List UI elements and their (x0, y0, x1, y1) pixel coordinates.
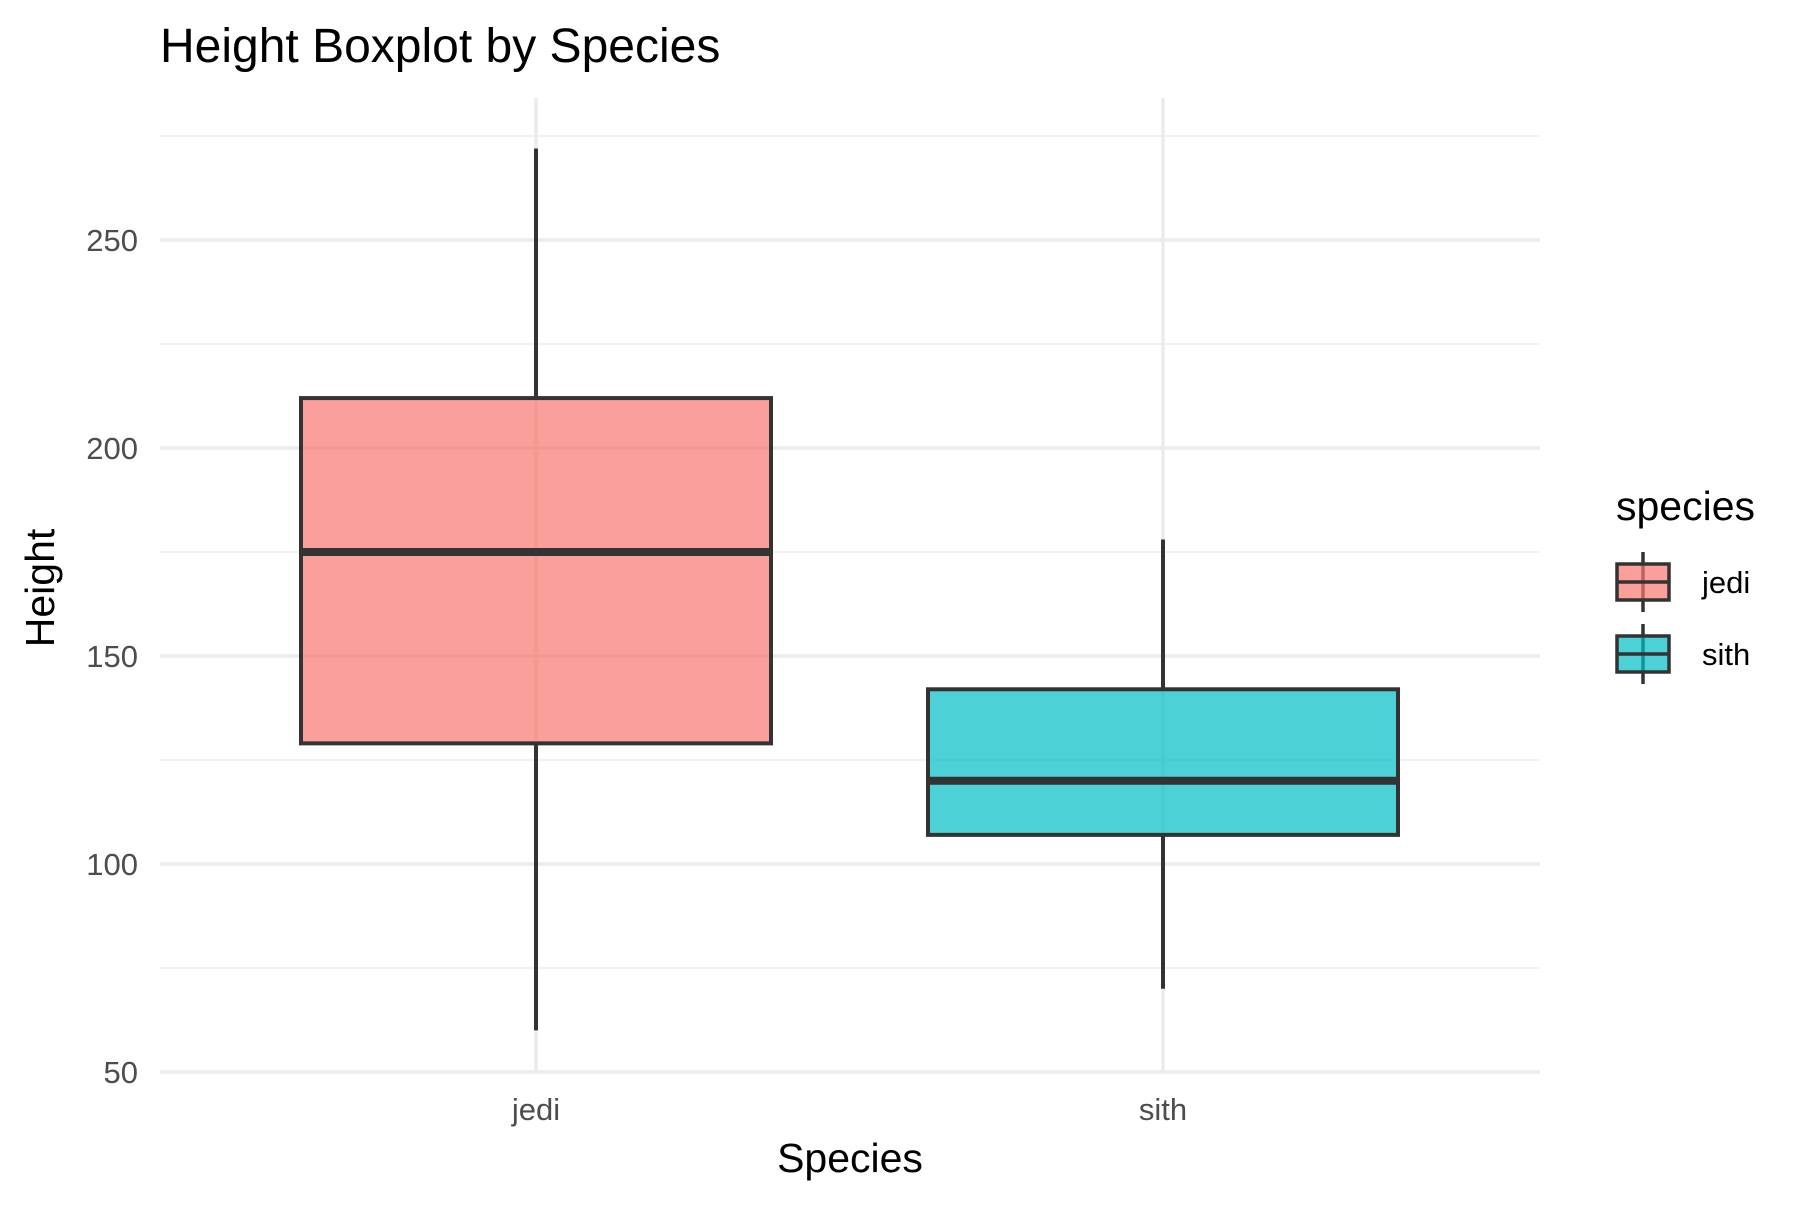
y-tick-label: 150 (86, 639, 138, 674)
x-tick-label: sith (1139, 1092, 1187, 1127)
iqr-box (299, 396, 773, 746)
legend-label: sith (1702, 637, 1750, 672)
y-axis-title: Height (17, 528, 63, 647)
y-tick-label: 250 (86, 223, 138, 258)
y-tick-label: 100 (86, 847, 138, 882)
x-tick-label: jedi (511, 1092, 560, 1127)
legend-items: jedi sith (1615, 552, 1750, 684)
y-tick-label: 200 (86, 431, 138, 466)
box-jedi (299, 148, 773, 1031)
y-tick-label: 50 (104, 1055, 138, 1090)
legend: species jedi sith (1615, 483, 1755, 684)
axis-layer: 50 100 150 200 250 jedi sith (86, 223, 1187, 1127)
legend-item-jedi: jedi (1615, 552, 1750, 612)
box-layer (299, 148, 1400, 1031)
iqr-box (926, 687, 1400, 837)
legend-label: jedi (1701, 565, 1750, 600)
chart-title: Height Boxplot by Species (160, 20, 720, 73)
x-axis-title: Species (777, 1135, 923, 1181)
legend-item-sith: sith (1615, 624, 1750, 684)
box-sith (926, 539, 1400, 989)
legend-title: species (1616, 483, 1755, 529)
